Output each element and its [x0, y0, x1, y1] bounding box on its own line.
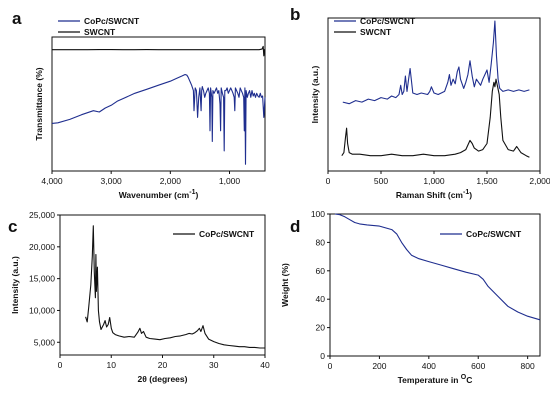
series-line-swcnt [341, 78, 530, 158]
y-tick-label: 40 [316, 294, 326, 304]
y-axis-label: Weight (%) [280, 263, 290, 307]
y-tick-label: 0 [320, 351, 325, 361]
y-tick-label: 20 [316, 323, 326, 333]
panel-letter: c [8, 217, 17, 236]
panel-letter: d [290, 217, 300, 236]
series-line-copc-swcnt [342, 20, 530, 105]
legend-label: CoPc/SWCNT [360, 16, 416, 26]
x-tick-label: 500 [374, 176, 388, 186]
legend-label: SWCNT [84, 27, 116, 37]
x-axis-label: Wavenumber (cm-1) [119, 189, 199, 200]
plot-frame [51, 36, 266, 172]
x-tick-label: 3,000 [101, 176, 123, 186]
plot-frame [329, 213, 541, 357]
x-tick-label: 0 [326, 176, 331, 186]
chart-panel-d: d 0 200 400 600 800 0 20 40 60 80 100 Temperature in… [280, 209, 541, 385]
x-tick-label: 4,000 [41, 176, 63, 186]
series-line-copc-swcnt [51, 73, 266, 165]
series-line-copc-swcnt [85, 225, 265, 349]
legend: CoPc/SWCNT [440, 229, 522, 239]
x-tick-label: 200 [372, 361, 386, 371]
y-tick-label: 80 [316, 237, 326, 247]
chart-panel-c: c 0 10 20 30 40 5,000 10,000 15,000 20,000 25,000 2… [8, 210, 270, 384]
legend-label: CoPc/SWCNT [199, 229, 255, 239]
x-tick-label: 10 [107, 360, 117, 370]
panel-letter: a [12, 9, 22, 28]
x-tick-label: 0 [58, 360, 63, 370]
x-tick-label: 1,000 [423, 176, 445, 186]
plot-frame [327, 17, 541, 172]
y-tick-label: 15,000 [29, 274, 55, 284]
x-tick-label: 2,000 [160, 176, 182, 186]
x-tick-label: 600 [471, 361, 485, 371]
series-line-swcnt [52, 45, 266, 57]
y-tick-label: 100 [311, 209, 325, 219]
x-tick-label: 2,000 [529, 176, 550, 186]
y-axis-label: Transmittance (%) [34, 67, 44, 140]
chart-panel-a: a 4,000 3,000 2,000 1,000 Wavenumber (cm-1) Tr… [12, 9, 266, 200]
legend: CoPc/SWCNT [173, 229, 255, 239]
x-tick-label: 1,500 [476, 176, 498, 186]
x-axis-label: Raman Shift (cm-1) [396, 189, 472, 200]
y-tick-label: 5,000 [34, 337, 56, 347]
x-tick-label: 40 [260, 360, 270, 370]
x-tick-label: 800 [521, 361, 535, 371]
legend-label: CoPc/SWCNT [466, 229, 522, 239]
chart-panel-b: b 0 500 1,000 1,500 2,000 Raman Shift (cm-1) In… [290, 5, 550, 200]
x-tick-label: 400 [422, 361, 436, 371]
x-tick-label: 0 [328, 361, 333, 371]
legend-label: SWCNT [360, 27, 392, 37]
y-tick-label: 25,000 [29, 210, 55, 220]
y-axis-label: Intensity (a.u.) [10, 256, 20, 314]
x-axis-label: 2θ (degrees) [138, 374, 188, 384]
panel-letter: b [290, 5, 300, 24]
y-tick-label: 10,000 [29, 305, 55, 315]
x-tick-label: 20 [158, 360, 168, 370]
x-tick-label: 30 [209, 360, 219, 370]
y-axis-label: Intensity (a.u.) [310, 66, 320, 124]
legend-label: CoPc/SWCNT [84, 16, 140, 26]
x-axis-label: Temperature in OC [398, 374, 473, 385]
y-tick-label: 20,000 [29, 242, 55, 252]
series-line-copc-swcnt [334, 213, 541, 321]
y-tick-label: 60 [316, 266, 326, 276]
x-tick-label: 1,000 [219, 176, 241, 186]
